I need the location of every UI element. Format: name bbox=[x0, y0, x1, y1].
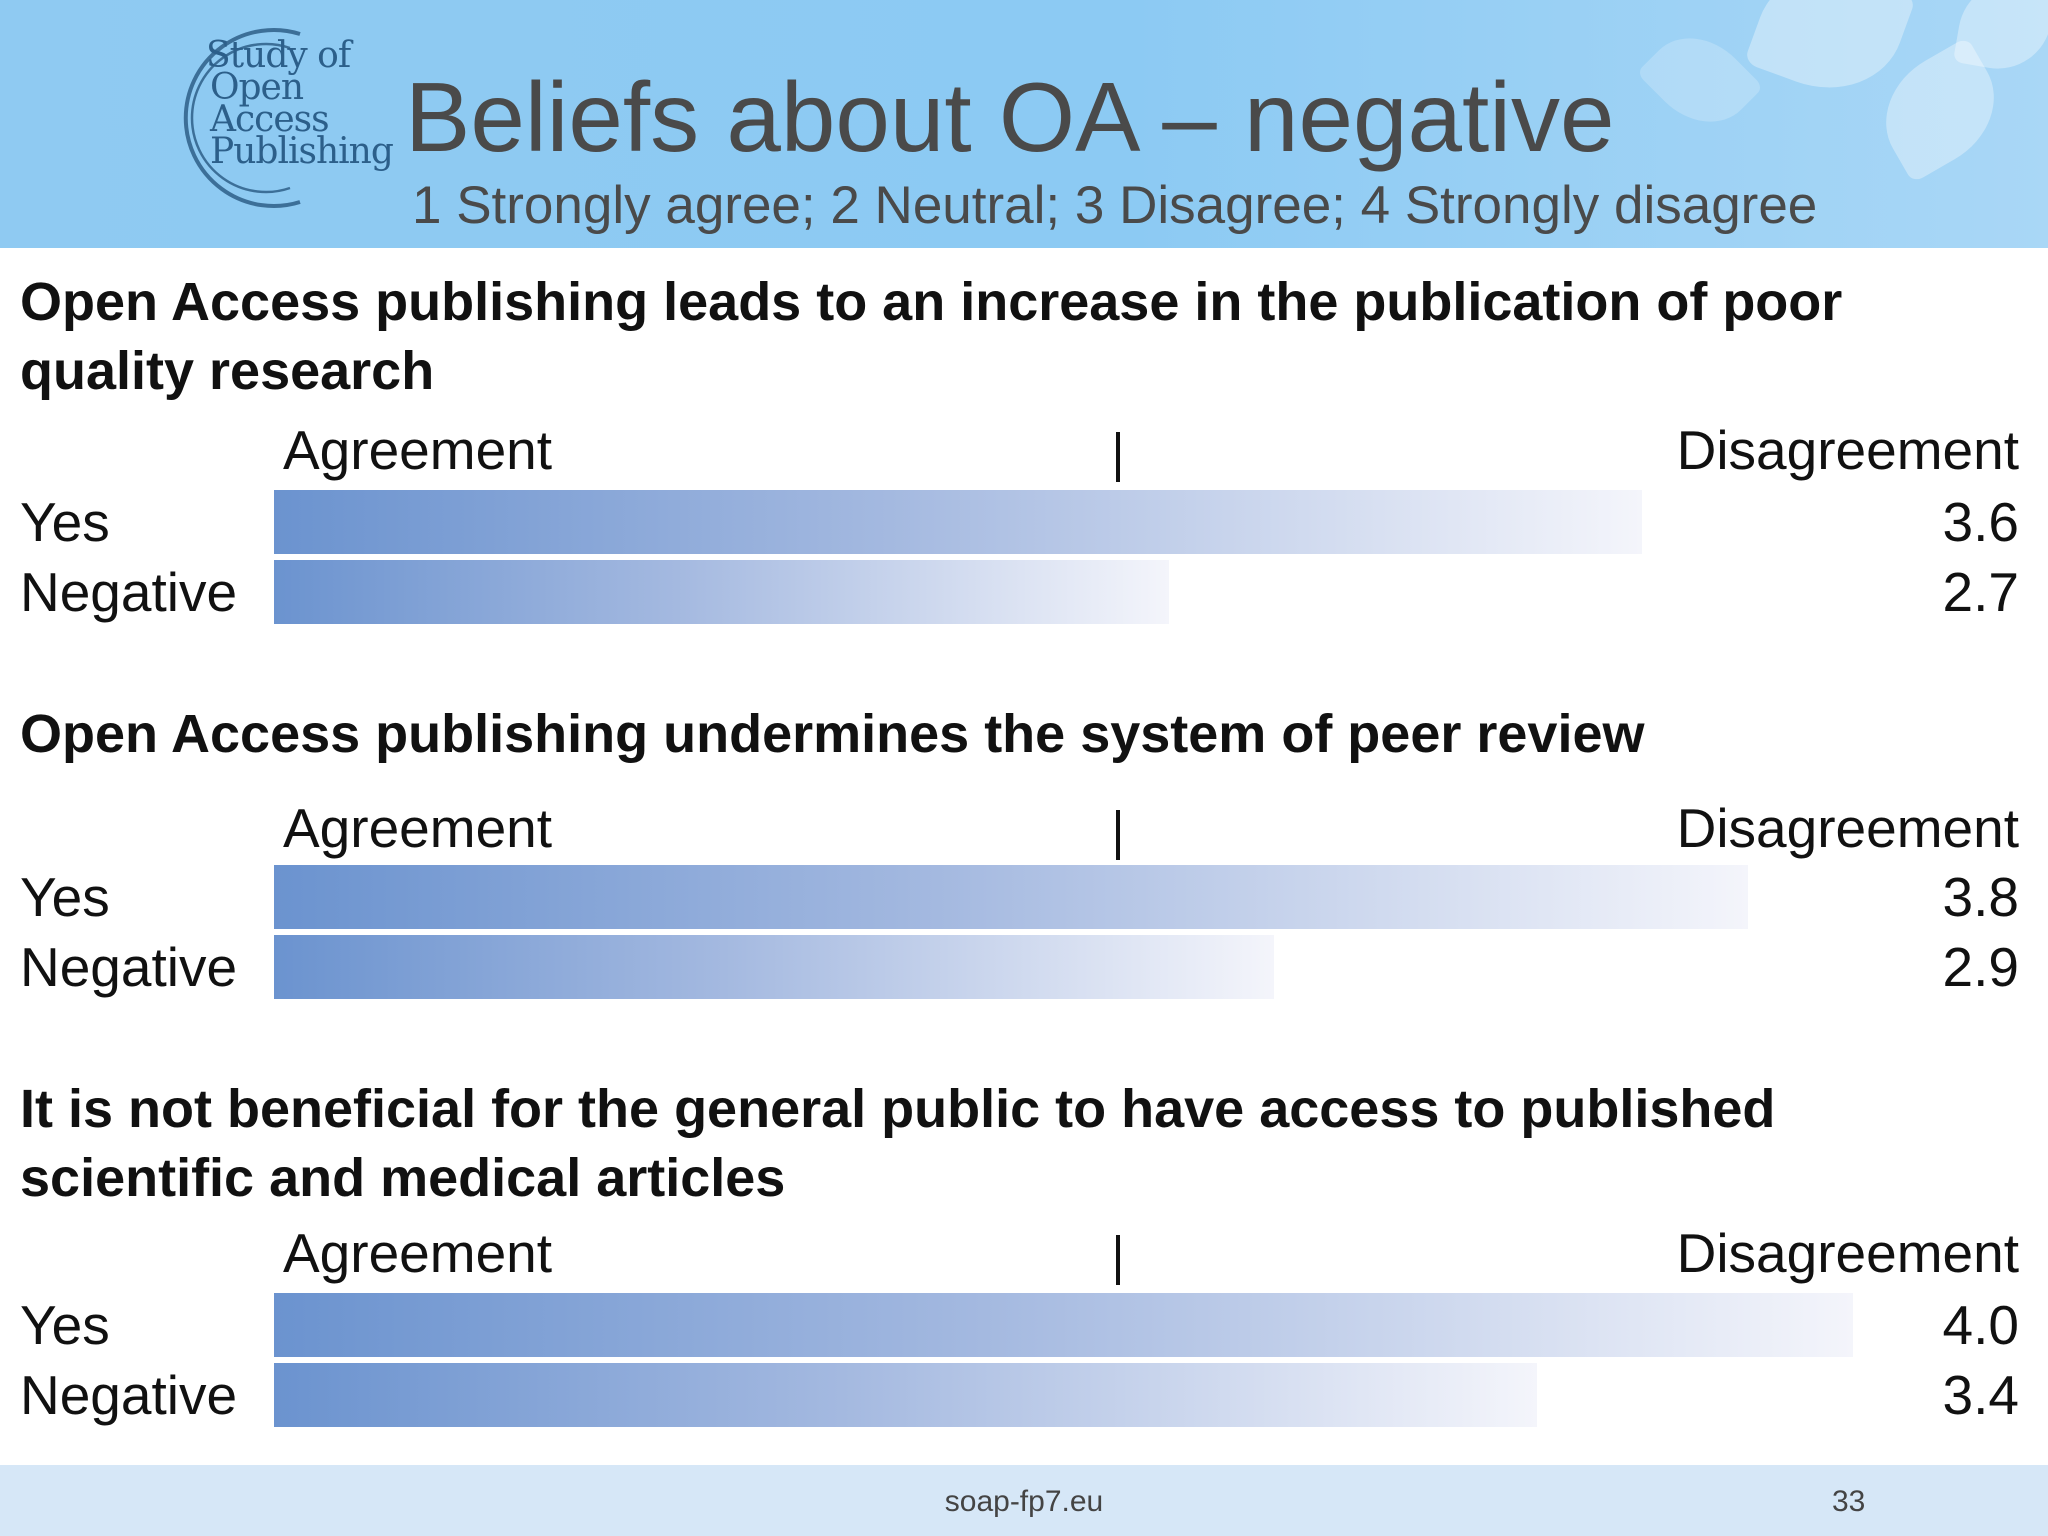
value-label-negative: 3.4 bbox=[1942, 1364, 2019, 1426]
row-label-yes: Yes bbox=[20, 491, 110, 553]
value-label-negative: 2.7 bbox=[1942, 561, 2019, 623]
question-title: Open Access publishing leads to an incre… bbox=[20, 272, 1843, 401]
value-label-negative: 2.9 bbox=[1942, 936, 2019, 998]
axis-left-label: Agreement bbox=[283, 419, 553, 481]
axis-right-label: Disagreement bbox=[1676, 419, 2019, 481]
value-label-yes: 3.8 bbox=[1942, 866, 2019, 928]
chart-public-access: It is not beneficial for the general pub… bbox=[0, 1075, 2048, 1445]
slide-title: Beliefs about OA – negative bbox=[405, 62, 1615, 172]
midpoint-tick bbox=[1116, 1235, 1120, 1285]
slide-footer: soap-fp7.eu 33 bbox=[0, 1465, 2048, 1536]
axis-right-label: Disagreement bbox=[1676, 797, 2019, 859]
slide-header: Study of Open Access Publishing Beliefs … bbox=[0, 0, 2048, 248]
page-number: 33 bbox=[1832, 1485, 1866, 1518]
bar-yes bbox=[274, 1293, 1853, 1357]
logo-arc-icon bbox=[183, 28, 301, 208]
row-label-negative: Negative bbox=[20, 561, 238, 623]
axis-right-label: Disagreement bbox=[1676, 1222, 2019, 1284]
bar-negative bbox=[274, 935, 1275, 999]
footer-site-link[interactable]: soap-fp7.eu bbox=[944, 1485, 1104, 1518]
axis-left-label: Agreement bbox=[283, 1222, 553, 1284]
value-label-yes: 3.6 bbox=[1942, 491, 2019, 553]
midpoint-tick bbox=[1116, 432, 1120, 482]
logo-text: Study of Open Access Publishing bbox=[206, 35, 394, 172]
row-label-yes: Yes bbox=[20, 866, 110, 928]
soap-logo: Study of Open Access Publishing bbox=[150, 18, 394, 218]
bar-yes bbox=[274, 865, 1748, 929]
midpoint-tick bbox=[1116, 810, 1120, 860]
value-label-yes: 4.0 bbox=[1942, 1294, 2019, 1356]
chart-peer-review: Open Access publishing undermines the sy… bbox=[0, 700, 2048, 1010]
row-label-yes: Yes bbox=[20, 1294, 110, 1356]
decorative-leaf bbox=[1743, 0, 1917, 111]
slide-subtitle: 1 Strongly agree; 2 Neutral; 3 Disagree;… bbox=[412, 176, 1818, 235]
row-label-negative: Negative bbox=[20, 1364, 238, 1426]
chart-poor-quality-research: Open Access publishing leads to an incre… bbox=[0, 268, 2048, 638]
row-label-negative: Negative bbox=[20, 936, 238, 998]
question-title: It is not beneficial for the general pub… bbox=[20, 1079, 1776, 1208]
bar-yes bbox=[274, 490, 1643, 554]
axis-left-label: Agreement bbox=[283, 797, 553, 859]
question-title: Open Access publishing undermines the sy… bbox=[20, 704, 1645, 764]
bar-negative bbox=[274, 560, 1169, 624]
bar-negative bbox=[274, 1363, 1538, 1427]
decorative-leaf bbox=[1636, 16, 1764, 144]
